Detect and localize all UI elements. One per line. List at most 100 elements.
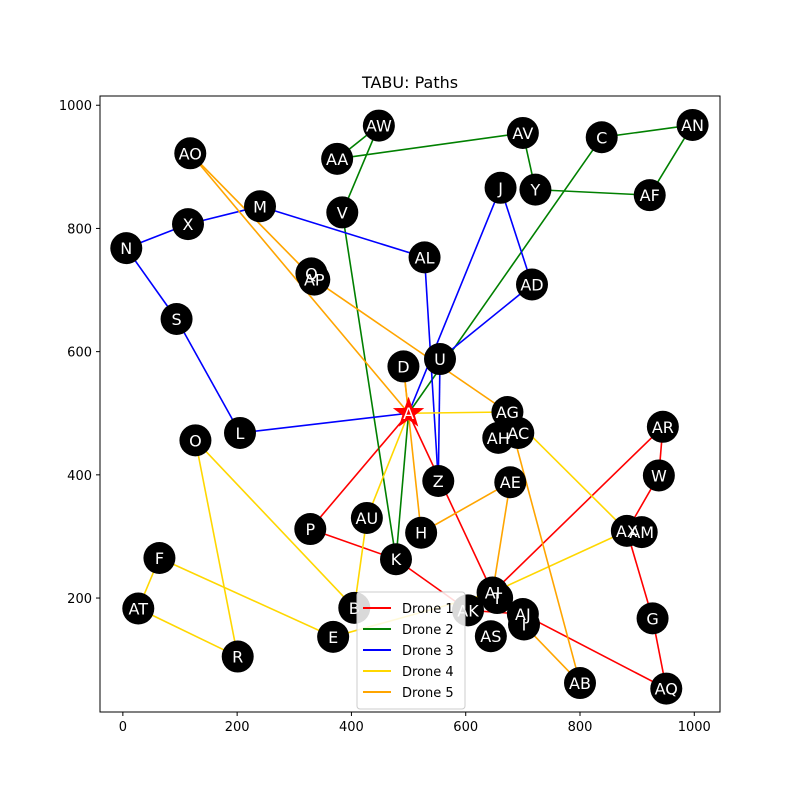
node-marker [508,608,540,641]
node-label: F [155,549,164,568]
node-label: X [183,215,194,234]
node-marker [636,602,669,635]
axes: 0 200 400 600 800 1000 200 400 600 800 1000 [59,95,721,735]
route-edge-drone-3 [239,412,409,434]
route-edge-drone-1 [492,426,664,594]
node-marker [422,465,455,497]
legend-label: Drone 4 [402,665,454,680]
node-marker [380,543,412,576]
node-marker [474,620,507,653]
route-edge-drone-2 [341,212,397,560]
node-marker [244,190,276,223]
route-edge-drone-3 [437,359,441,482]
route-edge-drone-4 [492,530,628,594]
node-label: K [391,550,402,569]
node-marker [408,241,441,274]
route-edge-drone-5 [506,411,581,684]
route-edge-drone-2 [395,413,410,560]
node-label: M [253,197,267,216]
node-marker [494,466,527,499]
node-label: AL [415,248,435,267]
route-edge-drone-3 [175,318,241,434]
node-marker [294,513,327,546]
route-edge-drone-3 [499,187,533,285]
route-edge-drone-5 [491,482,512,593]
node-marker [362,109,395,142]
node-marker [122,592,155,625]
node-marker [160,302,193,335]
node-marker [642,459,675,492]
node-marker [317,620,350,653]
node-label: AO [179,144,202,163]
node-marker [646,410,679,443]
node-marker [321,142,354,175]
node-marker [174,137,207,170]
y-tick-label: 600 [67,346,92,361]
plot-frame [99,95,721,713]
legend-label: Drone 2 [402,623,454,638]
route-edge-drone-2 [535,188,650,196]
node-marker [484,171,517,204]
node-marker [110,232,143,265]
node-marker [179,424,212,457]
legend-label: Drone 3 [402,644,454,659]
node-label: AI [485,583,501,602]
depot-star-icon [392,396,425,427]
node-label: S [171,310,181,329]
route-edge-drone-1 [407,412,494,593]
node-marker [224,416,256,449]
node-label: B [349,599,360,618]
node-label: AS [480,627,501,646]
node-label: AT [129,600,149,619]
node-marker [633,179,666,212]
node-label: G [646,609,658,628]
route-edge-drone-4 [137,607,239,658]
node-label: V [337,203,348,222]
node-label: Z [433,472,444,491]
node-label: AA [326,150,348,169]
route-edge-drone-1 [309,412,410,530]
route-edge-drone-4 [159,557,334,638]
node-marker [481,582,514,615]
node-marker [143,542,176,574]
node-label: AW [366,117,392,136]
node-label: AN [681,116,704,135]
node-label: R [232,648,243,667]
node-label: AR [652,418,674,437]
route-edge-drone-4 [194,439,355,609]
node-label: AE [500,473,521,492]
node-marker [482,421,515,454]
node-label: AU [356,509,379,528]
legend: Drone 1 Drone 2 Drone 3 Drone 4 Drone 5 [356,591,466,710]
node-label: AJ [515,605,531,624]
node-label: H [415,524,427,543]
node-marker [387,350,420,383]
node-label: Q [305,264,318,283]
node-marker [625,516,658,549]
node-label: D [397,357,409,376]
node-label: C [596,128,607,147]
node-label: P [305,520,315,539]
chart-title: TABU: Paths [361,73,458,92]
node-label: AF [640,186,660,205]
route-edge-drone-5 [313,278,508,413]
legend-label: Drone 1 [402,602,454,617]
x-tick-label: 400 [339,720,364,735]
x-tick-label: 0 [119,720,127,735]
route-edge-drone-4 [194,440,239,657]
node-marker [221,640,254,673]
node-label: O [189,431,202,450]
node-label: AC [507,424,529,443]
y-tick-label: 400 [67,469,92,484]
node-marker [326,196,359,229]
legend-label: Drone 5 [402,686,454,701]
y-tick-label: 200 [67,592,92,607]
node-label: AD [520,275,543,294]
y-tick-label: 1000 [59,99,92,114]
node-marker [405,516,438,549]
x-tick-label: 1000 [678,720,711,735]
node-marker [676,108,709,141]
node-label: AQ [655,680,678,699]
node-marker [564,667,596,700]
